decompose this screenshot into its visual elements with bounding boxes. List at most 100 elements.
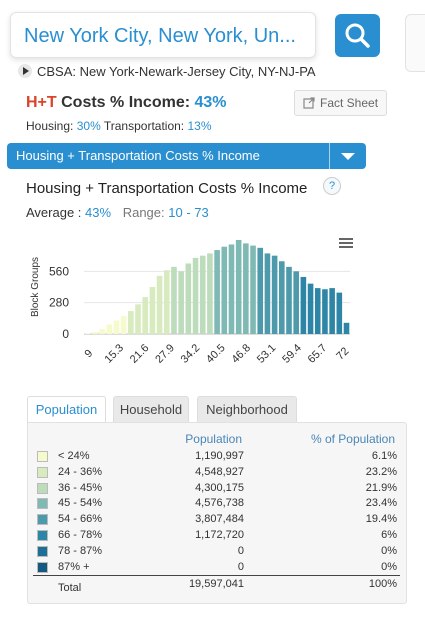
external-link-icon [303,97,315,109]
x-tick-label: 65.7 [306,342,330,366]
range-label: 36 - 45% [58,481,103,494]
range-label: < 24% [58,450,90,462]
histogram-bar [293,271,299,334]
transport-label: Transportation: [103,119,185,133]
legend-swatch [37,545,48,557]
table-row: 78 - 87% 0 0% [28,543,408,559]
total-row: Total 19,597,041 100% [28,578,408,598]
metric-select[interactable]: Housing + Transportation Costs % Income [7,143,366,169]
cbsa-link[interactable]: CBSA: New York-Newark-Jersey City, NY-NJ… [18,64,316,79]
total-percent: 100% [368,578,397,590]
help-icon[interactable]: ? [323,177,341,195]
metric-label: Costs % Income: [61,94,191,111]
range-label: 78 - 87% [58,544,103,557]
histogram-bar [264,253,271,334]
chart-menu-icon[interactable] [339,238,353,248]
metric-value: 43% [194,94,227,111]
histogram-bar [149,287,156,334]
legend-swatch [37,561,48,573]
chart-stats: Average : 43% Range: 10 - 73 [26,205,209,220]
population-value: 0 [237,544,244,557]
histogram-bar [163,270,170,334]
population-value: 1,190,997 [195,450,244,462]
tab-household[interactable]: Household [113,396,189,422]
tab-neighborhood[interactable]: Neighborhood [197,396,297,422]
histogram-bar [307,283,314,334]
x-tick-label: 53.1 [255,342,279,366]
x-tick-label: 21.6 [128,342,152,366]
population-value: 4,300,175 [195,481,244,494]
x-tick-label: 46.8 [229,342,253,366]
table-row: 54 - 66% 3,807,484 19.4% [28,511,408,527]
x-tick-label: 15.3 [102,342,126,366]
population-value: 1,172,720 [195,529,244,541]
percent-value: 23.2% [365,465,397,478]
percent-value: 21.9% [365,481,397,494]
histogram-bar [207,253,213,334]
histogram-bar [185,263,192,334]
y-axis-label: Block Groups [30,257,41,317]
histogram-bar [142,297,148,334]
chevron-down-icon[interactable] [341,153,355,160]
histogram-bar [214,250,220,334]
population-value: 4,576,738 [195,497,244,510]
fact-sheet-button[interactable]: Fact Sheet [294,90,387,116]
y-tick-label: 560 [49,264,69,278]
histogram-bar [300,276,307,334]
x-tick-label: 59.4 [280,342,304,366]
histogram-bar [286,266,292,334]
histogram-bar [235,240,242,334]
total-label: Total [58,582,82,594]
ht-label: H+T [26,94,57,111]
legend-swatch [37,530,48,541]
histogram-bar [257,247,264,334]
population-value: 3,807,484 [195,513,244,526]
histogram-bar [329,288,335,334]
histogram-bar [135,304,141,334]
histogram-bar [199,255,206,334]
range-label: 24 - 36% [58,465,103,478]
range-label: 45 - 54% [58,497,103,510]
expand-arrow-icon [18,64,32,78]
chart-title: Housing + Transportation Costs % Income [26,180,308,197]
y-tick-label: 0 [62,327,69,341]
percent-value: 0% [381,560,397,573]
legend-swatch [37,498,48,510]
histogram-bar [92,331,98,334]
metric-select-value: Housing + Transportation Costs % Income [16,148,260,163]
histogram-bar [336,292,343,334]
table-row: < 24% 1,190,997 6.1% [28,448,408,464]
percent-value: 19.4% [365,513,397,526]
histogram-bar [279,261,285,334]
table-row: 36 - 45% 4,300,175 21.9% [28,480,408,496]
x-tick-label: 34.2 [179,342,203,366]
population-table: Population % of Population < 24% 1,190,99… [27,422,407,604]
histogram-bar [99,328,105,334]
location-search-input[interactable]: New York City, New York, Un... [10,12,316,58]
histogram-bar [106,324,113,334]
transport-value: 13% [187,119,212,133]
histogram-bar [271,255,278,334]
legend-swatch [37,514,48,526]
range-value: 10 - 73 [168,205,209,220]
population-value: 0 [237,560,244,573]
histogram-bar [221,246,228,334]
histogram-svg: 0 280 560 Block Groups 9 15.3 21.6 27.9 34.2 40.5… [30,240,351,366]
side-panel-edge[interactable] [405,14,425,72]
tab-population[interactable]: Population [27,396,106,423]
ht-summary-title: H+T Costs % Income: 43% [26,94,227,112]
search-button[interactable] [335,14,380,57]
housing-value: 30% [76,119,101,133]
histogram-bar [243,243,249,334]
average-value: 43% [85,205,112,220]
histogram-bar [120,316,127,334]
percent-value: 6.1% [371,450,397,462]
cbsa-text: CBSA: New York-Newark-Jersey City, NY-NJ… [37,64,316,79]
histogram-bar [128,311,134,334]
search-icon [345,23,370,48]
range-label: Range: [122,205,165,220]
legend-swatch [37,466,48,478]
histogram-bar [343,322,350,334]
fact-sheet-label: Fact Sheet [320,96,379,110]
histogram-bar [314,288,321,334]
